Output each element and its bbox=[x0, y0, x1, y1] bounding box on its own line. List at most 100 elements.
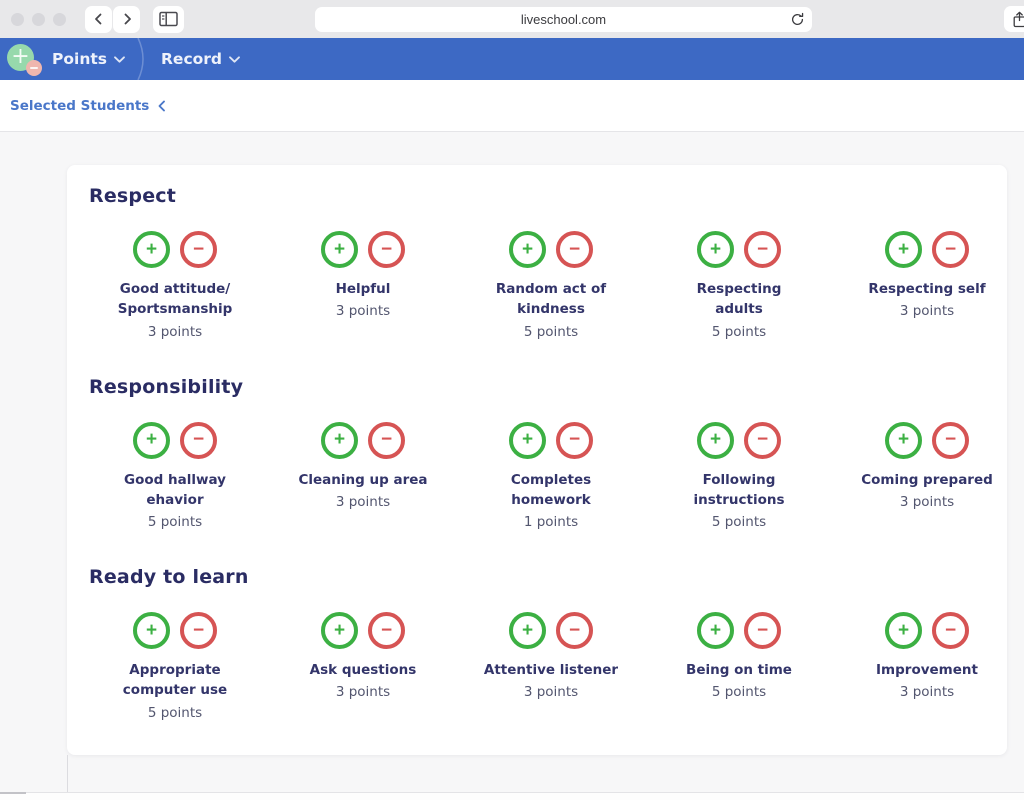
behavior-label: Coming prepared bbox=[861, 471, 993, 488]
menu-record-label: Record bbox=[161, 50, 223, 68]
window-close-button[interactable] bbox=[11, 12, 24, 26]
subtract-points-button[interactable]: − bbox=[744, 612, 781, 649]
behavior-points: 3 points bbox=[899, 493, 955, 510]
menu-points[interactable]: Points bbox=[42, 38, 135, 80]
behavior-item: + − Attentive listener 3 points bbox=[457, 612, 645, 721]
minus-icon: − bbox=[568, 429, 581, 450]
subtract-points-button[interactable]: − bbox=[368, 231, 405, 268]
liveschool-logo[interactable]: + bbox=[5, 41, 42, 77]
forward-button[interactable] bbox=[113, 5, 140, 33]
behavior-label: Following instructions bbox=[693, 471, 785, 508]
subtract-points-button[interactable]: − bbox=[556, 612, 593, 649]
window-minimize-button[interactable] bbox=[32, 12, 45, 26]
behaviors-card: Respect + − Good attitude/ Sportsmanship… bbox=[67, 165, 1007, 755]
behavior-item: + − Appropriate computer use 5 points bbox=[81, 612, 269, 721]
behavior-points: 5 points bbox=[711, 323, 767, 340]
behavior-label: Respecting self bbox=[868, 281, 986, 297]
address-bar[interactable]: liveschool.com bbox=[315, 7, 812, 32]
behavior-points: 5 points bbox=[523, 323, 579, 340]
add-points-button[interactable]: + bbox=[697, 421, 734, 459]
behavior-label: Attentive listener bbox=[483, 662, 619, 678]
window-zoom-button[interactable] bbox=[53, 12, 66, 26]
left-edge-divider bbox=[67, 755, 68, 793]
plus-icon: + bbox=[709, 429, 722, 450]
behavior-points: 5 points bbox=[147, 514, 203, 530]
add-points-button[interactable]: + bbox=[509, 612, 546, 649]
behavior-label: Respecting adults bbox=[696, 281, 782, 318]
behavior-points: 3 points bbox=[335, 493, 391, 510]
logo-minus-icon bbox=[26, 60, 42, 76]
add-points-button[interactable]: + bbox=[697, 612, 734, 649]
behavior-label: Random act of kindness bbox=[495, 281, 607, 318]
add-points-button[interactable]: + bbox=[697, 231, 734, 268]
subtract-points-button[interactable]: − bbox=[744, 231, 781, 268]
minus-icon: − bbox=[568, 619, 581, 641]
plus-icon: + bbox=[333, 619, 346, 641]
plus-icon: + bbox=[709, 238, 722, 260]
behavior-item: + − Being on time 5 points bbox=[645, 612, 833, 721]
subtract-points-button[interactable]: − bbox=[932, 231, 969, 268]
behavior-label: Helpful bbox=[335, 281, 391, 297]
plus-icon: + bbox=[145, 619, 158, 641]
minus-icon: − bbox=[380, 429, 393, 450]
plus-icon: + bbox=[709, 619, 722, 641]
subtract-points-button[interactable]: − bbox=[180, 421, 217, 459]
plus-icon: + bbox=[897, 238, 910, 260]
subtract-points-button[interactable]: − bbox=[368, 421, 405, 459]
add-points-button[interactable]: + bbox=[133, 612, 170, 649]
behavior-points: 3 points bbox=[147, 323, 203, 340]
minus-icon: − bbox=[756, 238, 769, 260]
back-button[interactable] bbox=[85, 5, 112, 33]
behavior-points: 3 points bbox=[523, 684, 579, 701]
add-points-button[interactable]: + bbox=[321, 231, 358, 268]
reload-icon bbox=[792, 12, 804, 26]
breadcrumb-selected-students[interactable]: Selected Students bbox=[10, 98, 166, 114]
page-bottom-divider bbox=[0, 792, 1024, 793]
behavior-label: Good hallway ehavior bbox=[124, 471, 226, 508]
page-content: Respect + − Good attitude/ Sportsmanship… bbox=[0, 132, 1024, 800]
behavior-points: 3 points bbox=[335, 303, 391, 320]
behavior-item: + − Following instructions 5 points bbox=[645, 421, 833, 530]
add-points-button[interactable]: + bbox=[321, 421, 358, 459]
add-points-button[interactable]: + bbox=[133, 231, 170, 268]
subtract-points-button[interactable]: − bbox=[368, 612, 405, 649]
add-points-button[interactable]: + bbox=[133, 421, 170, 459]
behavior-item: + − Improvement 3 points bbox=[833, 612, 1007, 721]
minus-icon: − bbox=[380, 238, 393, 260]
behavior-item: + − Coming prepared 3 points bbox=[833, 421, 1007, 531]
subtract-points-button[interactable]: − bbox=[556, 421, 593, 459]
subtract-points-button[interactable]: − bbox=[744, 421, 781, 459]
subtract-points-button[interactable]: − bbox=[180, 612, 217, 649]
chevron-down-icon bbox=[114, 55, 125, 63]
plus-icon: + bbox=[333, 238, 346, 260]
behavior-item: + − Helpful 3 points bbox=[269, 231, 457, 340]
behavior-label: Ask questions bbox=[309, 662, 417, 678]
chevron-right-icon bbox=[124, 13, 131, 25]
menu-separator bbox=[137, 38, 144, 80]
behavior-row: + − Good hallway ehavior 5 points + − Cl… bbox=[67, 421, 1007, 531]
add-points-button[interactable]: + bbox=[885, 231, 922, 268]
subtract-points-button[interactable]: − bbox=[180, 231, 217, 268]
section-title-responsibility: Responsibility bbox=[89, 375, 244, 398]
behavior-item: + − Respecting self 3 points bbox=[833, 231, 1007, 340]
section-title-respect: Respect bbox=[89, 185, 177, 207]
subtract-points-button[interactable]: − bbox=[932, 612, 969, 649]
subtract-points-button[interactable]: − bbox=[556, 231, 593, 268]
add-points-button[interactable]: + bbox=[885, 421, 922, 459]
behavior-points: 3 points bbox=[899, 684, 955, 701]
share-button[interactable] bbox=[1004, 6, 1024, 32]
minus-icon: − bbox=[756, 429, 769, 450]
subtract-points-button[interactable]: − bbox=[932, 421, 969, 459]
add-points-button[interactable]: + bbox=[321, 612, 358, 649]
add-points-button[interactable]: + bbox=[885, 612, 922, 649]
behavior-points: 5 points bbox=[711, 514, 767, 530]
menu-record[interactable]: Record bbox=[151, 38, 250, 80]
page-bottom-strip bbox=[0, 793, 1024, 800]
add-points-button[interactable]: + bbox=[509, 231, 546, 268]
behavior-row: + − Appropriate computer use 5 points + … bbox=[67, 612, 1007, 721]
behavior-points: 5 points bbox=[147, 704, 203, 721]
reload-button[interactable] bbox=[790, 12, 805, 27]
plus-icon: + bbox=[521, 619, 534, 641]
add-points-button[interactable]: + bbox=[509, 421, 546, 459]
sidebar-toggle-button[interactable] bbox=[153, 5, 184, 33]
